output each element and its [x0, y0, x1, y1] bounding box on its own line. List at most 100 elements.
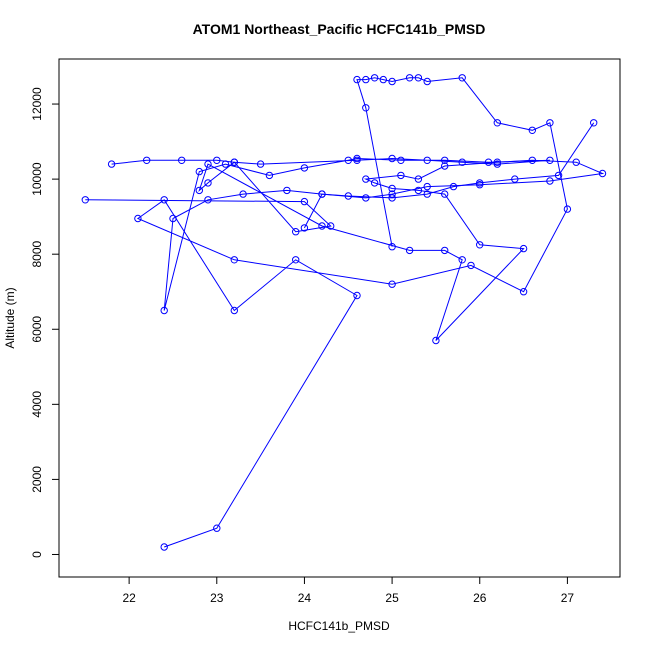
y-tick-label: 6000: [30, 316, 44, 343]
data-point: [256, 160, 265, 168]
data-point: [353, 75, 361, 84]
y-tick-label: 4000: [30, 391, 44, 418]
data-point: [519, 288, 528, 296]
data-point: [265, 171, 274, 180]
data-point: [362, 194, 370, 202]
series-line: [85, 159, 605, 341]
data-point: [493, 158, 501, 166]
data-point: [476, 241, 484, 249]
data-point: [204, 196, 212, 204]
data-point: [160, 196, 168, 204]
data-point: [379, 75, 387, 84]
data-point: [441, 156, 449, 165]
data-point: [414, 186, 423, 195]
x-tick-label: 22: [122, 591, 136, 605]
data-point: [362, 75, 370, 84]
x-axis: 22 23 24 25 26 27: [122, 577, 574, 605]
data-point: [423, 156, 431, 165]
data-point: [81, 196, 90, 204]
data-point: [493, 160, 501, 168]
data-point: [300, 197, 309, 206]
series-3: [134, 74, 572, 551]
data-point: [230, 306, 239, 315]
data-point: [134, 214, 142, 223]
data-point: [370, 179, 379, 187]
data-point: [572, 158, 580, 166]
data-point: [178, 156, 186, 165]
data-point: [239, 190, 247, 198]
x-tick-label: 25: [385, 591, 399, 605]
data-point: [598, 169, 607, 178]
data-point: [423, 77, 431, 86]
data-point: [432, 336, 440, 345]
data-point: [195, 186, 204, 195]
series-line: [136, 77, 568, 548]
data-point: [546, 119, 554, 127]
data-point: [292, 228, 300, 236]
x-axis-label: HCFC141b_PMSD: [288, 619, 390, 633]
data-point: [327, 222, 335, 230]
series-2: [81, 156, 607, 345]
data-point: [283, 186, 291, 195]
data-point: [300, 164, 309, 172]
data-point: [476, 181, 484, 189]
data-point: [458, 74, 466, 82]
data-point: [143, 156, 151, 165]
data-point: [423, 190, 431, 198]
data-point: [441, 190, 449, 198]
y-axis: 0 2000 4000 6000 8000 10000 12000: [30, 87, 59, 558]
data-point: [546, 177, 554, 185]
data-point: [449, 182, 458, 191]
data-point: [160, 306, 168, 315]
data-point: [388, 154, 396, 163]
data-point: [230, 158, 239, 166]
data-point: [344, 156, 352, 165]
data-point: [362, 104, 370, 112]
data-point: [160, 543, 168, 551]
data-point: [519, 244, 528, 253]
data-point: [388, 194, 396, 202]
data-point: [528, 156, 536, 165]
data-point: [388, 243, 396, 251]
chart-title: ATOM1 Northeast_Pacific HCFC141b_PMSD: [193, 21, 486, 37]
data-point: [388, 280, 396, 288]
data-point: [546, 156, 554, 165]
data-point: [414, 74, 423, 82]
data-point: [405, 74, 414, 82]
data-point: [318, 190, 326, 198]
x-tick-label: 26: [473, 591, 487, 605]
data-point: [423, 182, 431, 191]
data-point: [213, 524, 221, 532]
data-point: [204, 160, 212, 168]
data-point: [397, 156, 405, 165]
series-line: [111, 122, 595, 311]
data-point: [493, 119, 501, 127]
data-point: [441, 246, 449, 255]
data-point: [370, 74, 379, 82]
y-axis-label: Altitude (m): [3, 287, 17, 348]
data-point: [221, 160, 230, 168]
data-point: [405, 246, 414, 255]
series-layer: [81, 74, 607, 551]
data-point: [554, 171, 563, 180]
data-point: [397, 171, 405, 180]
y-tick-label: 12000: [30, 87, 44, 121]
x-tick-label: 23: [210, 591, 224, 605]
y-tick-label: 8000: [30, 241, 44, 268]
data-point: [467, 261, 475, 270]
data-point: [300, 224, 309, 232]
data-point: [292, 256, 300, 264]
data-point: [362, 175, 370, 183]
data-point: [528, 126, 536, 135]
y-tick-label: 0: [30, 551, 44, 558]
x-tick-label: 27: [561, 591, 575, 605]
data-point: [388, 77, 396, 86]
y-tick-label: 2000: [30, 466, 44, 493]
series-1: [107, 119, 598, 315]
plot-frame: [58, 58, 621, 578]
data-point: [458, 256, 466, 264]
data-point: [590, 119, 598, 127]
data-point: [204, 179, 212, 187]
data-point: [230, 256, 239, 264]
data-point: [353, 291, 361, 300]
